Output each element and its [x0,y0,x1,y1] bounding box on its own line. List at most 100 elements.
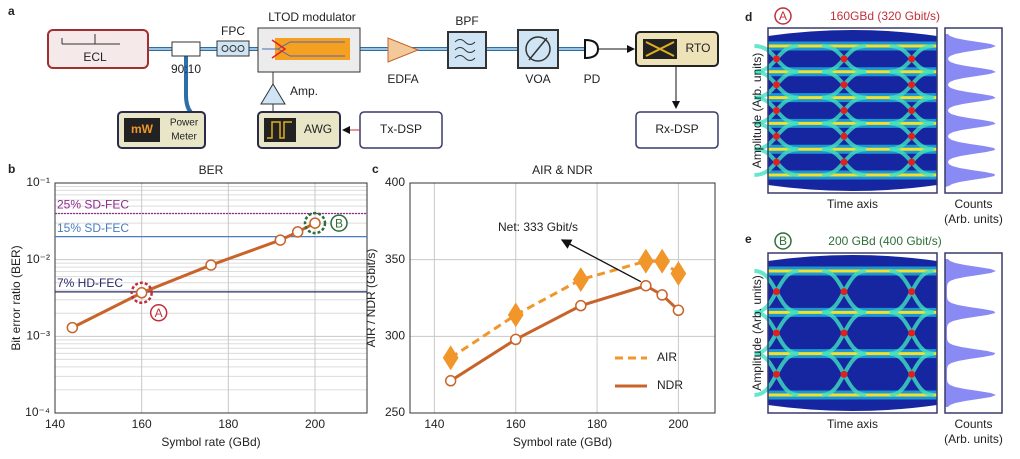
callout-ring [303,211,327,235]
hist-frame [944,252,1003,414]
pd-label: PD [584,72,601,86]
point-marker [575,299,587,312]
eye-frame [767,27,938,194]
point-marker [66,321,79,334]
callout-badge [149,304,168,322]
x-axis-label: Time axis [827,417,878,431]
edfa-label: EDFA [387,72,418,86]
ecl-label: ECL [83,50,107,64]
threshold-label: 25% SD-FEC [57,198,129,212]
legend-label: NDR [657,378,683,392]
awg-wave [267,121,292,139]
panel-label: d [745,10,752,24]
plot-frame [409,182,716,414]
point-marker [205,259,217,271]
eye-hot [908,158,916,166]
point-marker [640,279,652,292]
eye-hot [908,370,916,378]
eye-hot [908,107,916,114]
y-tick-label: 10⁻¹ [26,175,50,189]
fpc-loop [237,45,245,52]
panel-label: c [372,162,379,176]
eye-marker: B [779,234,787,248]
eye-hot [772,81,780,89]
eye-hot [840,329,848,337]
y-axis-label: AIR / NDR (Gbit/s) [364,249,378,348]
plot-area [55,183,367,413]
eye-marker: A [779,9,787,23]
y-tick-label: 350 [385,252,405,266]
rto-eye [645,41,675,57]
y-tick-label: 400 [385,175,405,189]
eye-hot [840,107,848,114]
eye-panel: B 200 GBd (400 Gbit/s) Amplitude (Arb. uni… [750,232,1003,446]
legend-label: AIR [657,350,677,364]
diamond-marker [654,248,671,274]
eye-badge [774,7,792,25]
eye-hot [908,81,916,89]
bpf-icon [454,39,476,61]
voa-icon [528,37,548,61]
eye-hot [908,329,916,337]
coupler [171,41,201,57]
plot-frame [54,182,368,414]
threshold-label: 15% SD-FEC [57,221,129,235]
eye-hot [772,55,780,63]
eye-hot [772,132,780,140]
annotation-arrow [560,239,642,283]
y-axis-label: Bit error ratio (BER) [9,245,23,350]
histogram [945,34,996,187]
x-tick-label: 160 [506,417,526,431]
x-tick-label: 160 [132,417,152,431]
counts-label: (Arb. units) [944,212,1003,226]
diamond-marker [507,302,524,328]
eye-badge [774,232,792,250]
fpc [216,40,250,57]
awg-label: AWG [304,122,332,136]
diamond-marker [670,261,687,286]
y-axis-label: Amplitude (Arb. units) [750,275,764,390]
counts-label: Counts [954,417,992,431]
callout-label: A [155,306,163,320]
point-marker [509,333,522,346]
eye-title: 160GBd (320 Gbit/s) [830,9,940,23]
threshold-label: 7% HD-FEC [57,276,123,290]
y-tick-label: 10⁻² [26,252,50,266]
eye-hot [840,81,848,89]
rto-label: RTO [686,41,711,55]
chart-title: BER [199,163,224,177]
diamond-marker [637,248,654,274]
eye-hot [908,55,916,63]
edfa [387,37,420,63]
eye-hot [772,288,780,296]
x-axis-label: Time axis [827,197,878,211]
eye-hot [772,370,780,378]
x-tick-label: 180 [587,417,607,431]
eye-hot [772,107,780,114]
x-tick-label: 140 [45,417,65,431]
eye-hot [908,288,916,296]
annotation: Net: 333 Gbit/s [498,220,578,234]
eye-frame [767,252,938,414]
meter-label: Meter [171,132,197,143]
panel-label: e [745,232,752,246]
bpf [447,31,487,69]
eye-hot [772,329,780,337]
point-marker [291,226,304,238]
point-marker [309,217,321,229]
hist-frame [944,27,1003,194]
panel-label: b [8,162,15,176]
amp [260,83,286,105]
callout-label: B [335,216,343,230]
eye-panel: A 160GBd (320 Gbit/s) Amplitude (Arb. unit… [750,7,1003,226]
eye-hot [840,370,848,378]
y-tick-label: 300 [385,329,405,343]
fpc-label: FPC [221,24,245,38]
callout-badge [330,214,348,232]
meter-label: Power [170,118,199,129]
eye-hot [772,158,780,166]
x-tick-label: 200 [305,417,325,431]
x-axis-label: Symbol rate (GBd) [513,435,612,449]
x-tick-label: 200 [668,417,688,431]
